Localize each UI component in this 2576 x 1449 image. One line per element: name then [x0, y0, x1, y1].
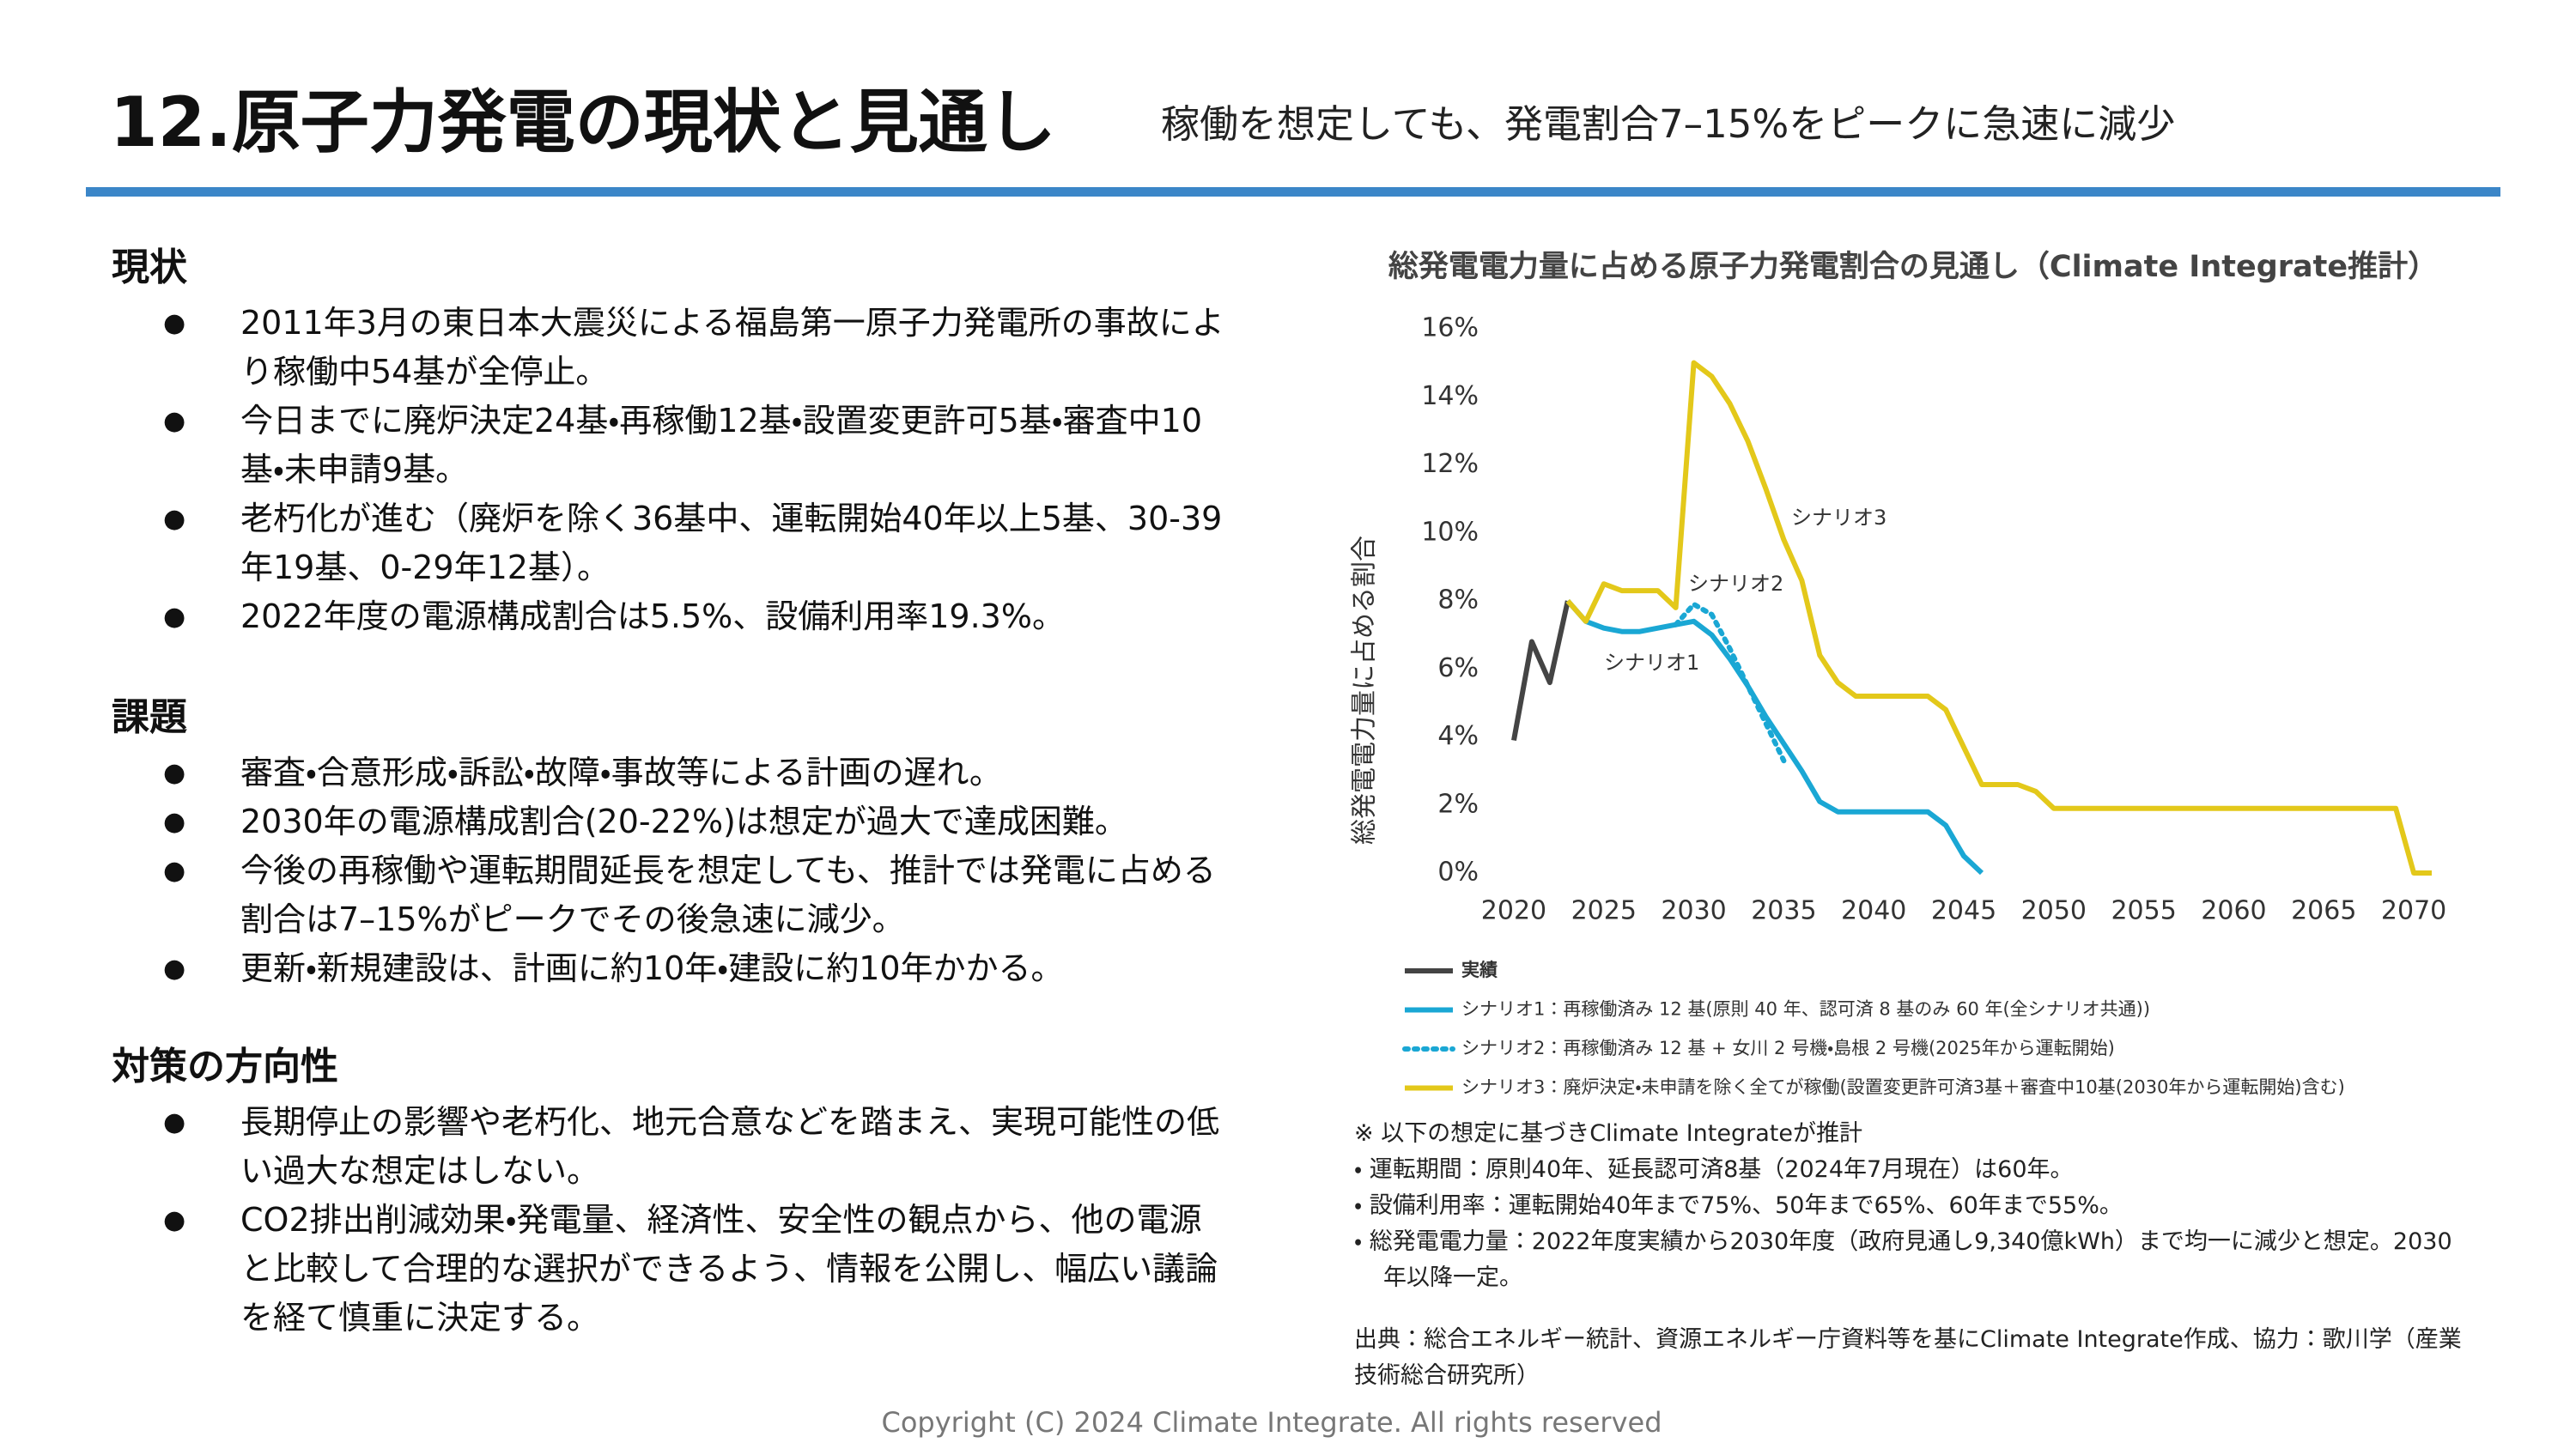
section-heading: 課題 [112, 695, 187, 739]
x-tick-label: 2065 [2291, 896, 2356, 926]
series-line [1511, 600, 1571, 742]
bullet: 2030年の電源構成割合(20-22%)は想定が過大で達成困難。 [112, 797, 1228, 846]
x-tick-label: 2070 [2381, 896, 2446, 926]
section-heading: 対策の方向性 [112, 1045, 338, 1088]
x-tick-label: 2030 [1661, 896, 1726, 926]
legend-label: シナリオ1：再稼働済み 12 基(原則 40 年、認可済 8 基のみ 60 年(… [1461, 999, 2150, 1020]
bullet-list: 審査・合意形成・訴訟・故障・事故等による計画の遅れ。2030年の電源構成割合(2… [112, 749, 1228, 993]
x-tick-label: 2050 [2021, 896, 2087, 926]
section: 対策の方向性長期停止の影響や老朽化、地元合意などを踏まえ、実現可能性の低い過大な… [112, 1041, 1228, 1343]
section: 現状 2011年3月の東日本大震災による福島第一原子力発電所の事故により稼働中54… [112, 242, 1228, 641]
source: 出典：総合エネルギー統計、資源エネルギー庁資料等を基にClimate Integ… [1354, 1326, 2462, 1389]
bullet: 更新・新規建設は、計画に約10年・建設に約10年かかる。 [112, 944, 1228, 993]
y-tick-label: 14% [1421, 381, 1479, 411]
note: ・ 設備利用率：運転開始40年まで75%、50年まで65%、60年まで55%。 [1354, 1192, 2123, 1219]
x-tick-label: 2045 [1931, 896, 1996, 926]
series-line [1565, 599, 1984, 876]
note: ・ 総発電電力量：2022年度実績から2030年度（政府見通し9,340億kWh… [1354, 1228, 2452, 1291]
y-tick-label: 8% [1437, 585, 1479, 615]
series-label: シナリオ1 [1604, 651, 1699, 675]
series-label: シナリオ3 [1791, 506, 1886, 530]
bullet: 老朽化が進む（廃炉を除く36基中、運転開始40年以上5基、30-39年19基、0… [112, 494, 1228, 592]
legend-label: 実績 [1461, 960, 1498, 980]
x-tick-label: 2020 [1481, 896, 1546, 926]
x-tick-label: 2040 [1841, 896, 1906, 926]
bullet: CO2排出削減効果・発電量、経済性、安全性の観点から、他の電源と比較して合理的な… [112, 1196, 1228, 1343]
bullet: 審査・合意形成・訴訟・故障・事故等による計画の遅れ。 [112, 749, 1228, 797]
page-subtitle: 稼働を想定しても、発電割合7–15%をピークに急速に減少 [1161, 101, 2176, 147]
y-tick-label: 2% [1437, 789, 1479, 819]
note: ※ 以下の想定に基づきClimate Integrateが推計 [1354, 1120, 1862, 1147]
section-heading: 現状 [112, 246, 187, 289]
y-tick-label: 0% [1437, 858, 1479, 888]
series-line [1673, 602, 1787, 764]
bullet: 長期停止の影響や老朽化、地元合意などを踏まえ、実現可能性の低い過大な想定はしない… [112, 1098, 1228, 1196]
y-tick-label: 6% [1437, 653, 1479, 683]
bullet-list: 2011年3月の東日本大震災による福島第一原子力発電所の事故により稼働中54基が… [112, 299, 1228, 641]
legend-label: シナリオ2：再稼働済み 12 基 + 女川 2 号機・島根 2 号機(2025年… [1461, 1038, 2115, 1058]
x-tick-label: 2060 [2201, 896, 2266, 926]
x-tick-label: 2055 [2111, 896, 2176, 926]
series-label: シナリオ2 [1688, 572, 1783, 596]
note: ・ 運転期間：原則40年、延長認可済8基（2024年7月現在）は60年。 [1354, 1156, 2074, 1183]
page-title: 12.原子力発電の現状と見通し [110, 82, 1056, 162]
copyright: Copyright (C) 2024 Climate Integrate. Al… [881, 1406, 1662, 1439]
section: 課題審査・合意形成・訴訟・故障・事故等による計画の遅れ。2030年の電源構成割合… [112, 692, 1228, 993]
bullet: 2022年度の電源構成割合は5.5%、設備利用率19.3%。 [112, 592, 1228, 641]
notes: ※ 以下の想定に基づきClimate Integrateが推計・ 運転期間：原則… [1354, 1116, 2462, 1296]
x-tick-label: 2025 [1571, 896, 1637, 926]
bullet: 今日までに廃炉決定24基・再稼働12基・設置変更許可5基・審査中10基・未申請9… [112, 397, 1228, 494]
y-tick-label: 16% [1421, 313, 1479, 343]
y-axis-label: 総発電電力量に占める割合 [1350, 536, 1380, 845]
x-tick-label: 2035 [1751, 896, 1816, 926]
y-tick-label: 4% [1437, 721, 1479, 751]
legend-label: シナリオ3：廃炉決定・未申請を除く全てが稼働(設置変更許可済3基＋審査中10基(… [1461, 1077, 2345, 1098]
series-line [1565, 360, 2432, 876]
header-rule [86, 187, 2500, 197]
chart-title: 総発電電力量に占める原子力発電割合の見通し（Climate Integrate推… [1388, 250, 2438, 284]
y-tick-label: 12% [1421, 449, 1479, 479]
bullet: 2011年3月の東日本大震災による福島第一原子力発電所の事故により稼働中54基が… [112, 299, 1228, 397]
bullet-list: 長期停止の影響や老朽化、地元合意などを踏まえ、実現可能性の低い過大な想定はしない… [112, 1098, 1228, 1343]
y-tick-label: 10% [1421, 517, 1479, 547]
bullet: 今後の再稼働や運転期間延長を想定しても、推計では発電に占める割合は7–15%がピ… [112, 846, 1228, 944]
